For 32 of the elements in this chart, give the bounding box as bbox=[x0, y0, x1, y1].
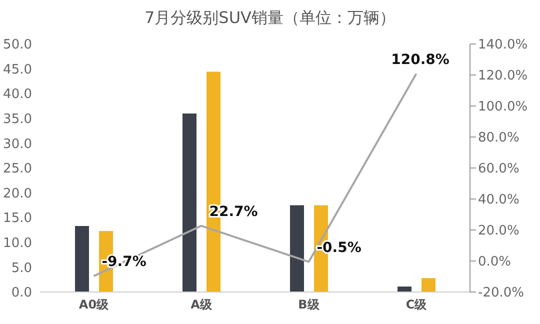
y-tick-label: 5.0 bbox=[11, 260, 32, 276]
y-tick-label: 0.0 bbox=[11, 286, 32, 301]
x-tick-label: C级 bbox=[406, 298, 428, 312]
bar bbox=[75, 226, 89, 292]
bar bbox=[422, 278, 436, 292]
y2-tick-label: -20.0% bbox=[478, 286, 524, 301]
bar bbox=[182, 113, 196, 292]
y-tick-label: 15.0 bbox=[3, 211, 32, 226]
y-tick-label: 25.0 bbox=[3, 162, 32, 177]
y-tick-label: 35.0 bbox=[3, 112, 32, 128]
x-tick-label: A0级 bbox=[78, 298, 110, 312]
bar bbox=[290, 205, 304, 292]
y2-tick-label: 40.0% bbox=[478, 192, 520, 208]
y2-tick-label: 120.0% bbox=[478, 68, 528, 84]
y-tick-label: 40.0 bbox=[3, 87, 32, 102]
y2-tick-label: 20.0% bbox=[478, 224, 520, 239]
y-tick-label: 50.0 bbox=[3, 38, 32, 53]
y2-tick-label: 80.0% bbox=[478, 130, 520, 146]
chart-title: 7月分级别SUV销量（单位：万辆） bbox=[144, 7, 396, 29]
y-tick-label: 10.0 bbox=[3, 236, 32, 252]
bar bbox=[398, 286, 412, 292]
y2-tick-label: 0.0% bbox=[478, 254, 512, 270]
y2-tick-label: 100.0% bbox=[478, 100, 528, 115]
y2-tick-label: 140.0% bbox=[478, 38, 528, 53]
y2-tick-label: 60.0% bbox=[478, 162, 520, 177]
x-tick-label: A级 bbox=[190, 298, 213, 312]
x-tick-label: B级 bbox=[298, 298, 320, 312]
y-tick-label: 45.0 bbox=[3, 62, 32, 78]
y-tick-label: 20.0 bbox=[3, 186, 32, 202]
data-label: 120.8% bbox=[391, 52, 450, 68]
y-tick-label: 30.0 bbox=[3, 136, 32, 152]
line-series bbox=[92, 72, 418, 278]
